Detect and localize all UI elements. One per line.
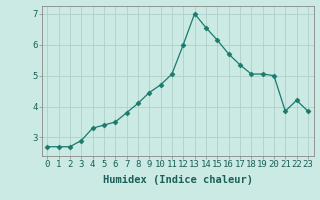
X-axis label: Humidex (Indice chaleur): Humidex (Indice chaleur): [103, 175, 252, 185]
